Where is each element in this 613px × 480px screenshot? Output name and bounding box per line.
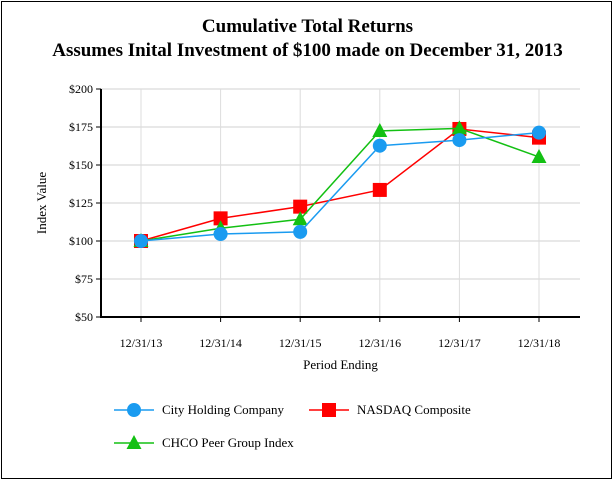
x-tick-label: 12/31/15 — [279, 336, 322, 350]
triangle-marker — [451, 120, 467, 135]
circle-marker — [134, 234, 148, 248]
y-axis-label: Index Value — [34, 172, 49, 234]
y-tick-label: $175 — [69, 120, 93, 134]
x-tick-label: 12/31/17 — [438, 336, 481, 350]
legend-label: CHCO Peer Group Index — [162, 435, 294, 450]
square-marker — [372, 182, 387, 197]
series-line — [140, 131, 540, 242]
triangle-marker — [531, 148, 547, 163]
x-tick-label: 12/31/13 — [120, 336, 163, 350]
y-tick-label: $200 — [69, 82, 93, 96]
circle-marker — [293, 224, 308, 239]
legend-label: City Holding Company — [162, 402, 285, 417]
series-line — [140, 128, 540, 242]
x-tick-label: 12/31/14 — [199, 336, 242, 350]
chart-title: Cumulative Total Returns — [201, 16, 414, 37]
circle-marker — [372, 138, 387, 153]
x-tick-label: 12/31/18 — [518, 336, 561, 350]
square-marker — [213, 211, 228, 226]
circle-marker — [532, 125, 546, 140]
circle-marker — [127, 403, 141, 417]
series-city-holding-company — [134, 125, 546, 248]
legend-item: City Holding Company — [114, 402, 285, 417]
x-tick-label: 12/31/16 — [358, 336, 401, 350]
series-chco-peer-group-index — [133, 120, 547, 247]
series-line — [140, 127, 540, 242]
legend-item: CHCO Peer Group Index — [114, 435, 294, 450]
y-tick-label: $50 — [75, 310, 93, 324]
triangle-marker — [126, 435, 142, 449]
triangle-marker — [372, 122, 388, 137]
y-tick-label: $100 — [69, 234, 93, 248]
legend-item: NASDAQ Composite — [309, 402, 471, 417]
square-marker — [293, 199, 308, 214]
legend-label: NASDAQ Composite — [357, 402, 471, 417]
square-marker — [322, 403, 336, 417]
x-axis-label: Period Ending — [303, 357, 378, 372]
circle-marker — [452, 133, 467, 148]
circle-marker — [213, 227, 228, 242]
y-tick-label: $150 — [69, 158, 93, 172]
series-nasdaq-composite — [134, 121, 546, 248]
triangle-marker — [292, 211, 308, 226]
y-tick-label: $75 — [75, 272, 93, 286]
y-tick-label: $125 — [69, 196, 93, 210]
chart-subtitle: Assumes Inital Investment of $100 made o… — [52, 40, 563, 61]
